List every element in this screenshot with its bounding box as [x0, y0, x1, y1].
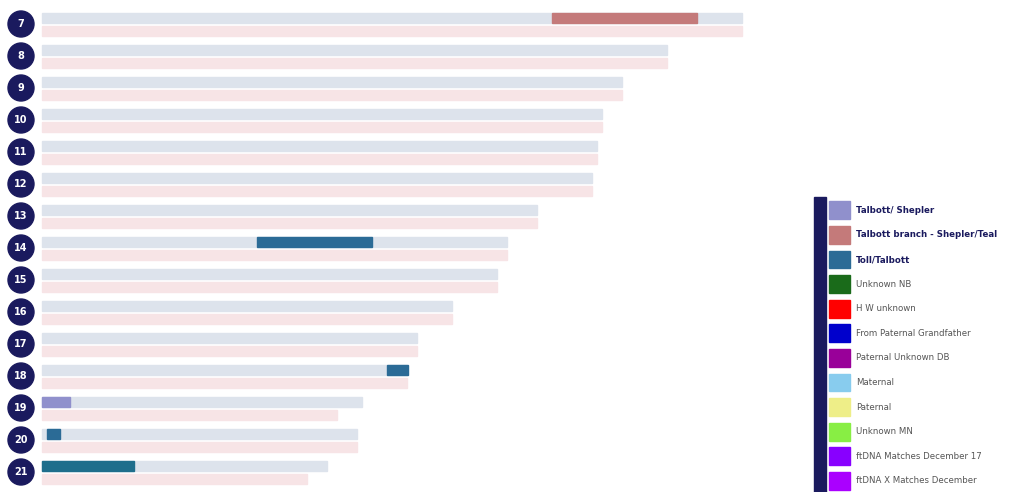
- Text: 13: 13: [14, 211, 28, 221]
- Bar: [42, 154, 597, 163]
- Bar: [828, 374, 850, 392]
- Bar: [828, 276, 850, 293]
- Bar: [42, 313, 452, 324]
- Text: 10: 10: [14, 115, 28, 125]
- Bar: [42, 217, 537, 227]
- Circle shape: [8, 331, 34, 357]
- Bar: [828, 251, 850, 269]
- Text: 17: 17: [14, 339, 28, 349]
- Bar: [42, 269, 497, 278]
- Bar: [42, 365, 407, 374]
- Bar: [552, 12, 697, 23]
- Text: 15: 15: [14, 275, 28, 285]
- Circle shape: [8, 107, 34, 133]
- Circle shape: [8, 459, 34, 485]
- Circle shape: [8, 139, 34, 165]
- Bar: [42, 461, 134, 470]
- Bar: [47, 429, 60, 438]
- Text: 21: 21: [14, 467, 28, 477]
- Text: 12: 12: [14, 179, 28, 189]
- Bar: [828, 349, 850, 367]
- Circle shape: [8, 363, 34, 389]
- Bar: [42, 141, 597, 151]
- Text: ftDNA X Matches December: ftDNA X Matches December: [856, 476, 977, 486]
- Text: 19: 19: [14, 403, 28, 413]
- Bar: [42, 109, 602, 119]
- Circle shape: [8, 75, 34, 101]
- Circle shape: [8, 395, 34, 421]
- Bar: [42, 441, 357, 452]
- Bar: [42, 397, 362, 406]
- Bar: [42, 281, 497, 291]
- Bar: [42, 249, 507, 259]
- Bar: [814, 197, 825, 492]
- Circle shape: [8, 267, 34, 293]
- Bar: [828, 226, 850, 244]
- Circle shape: [8, 11, 34, 37]
- Bar: [42, 26, 742, 35]
- Circle shape: [8, 171, 34, 197]
- Bar: [257, 237, 372, 246]
- Bar: [828, 448, 850, 465]
- Circle shape: [8, 427, 34, 453]
- Text: 7: 7: [17, 19, 25, 29]
- Circle shape: [8, 43, 34, 69]
- Text: Paternal Unknown DB: Paternal Unknown DB: [856, 353, 949, 363]
- Bar: [828, 399, 850, 416]
- Bar: [42, 345, 417, 356]
- Text: Maternal: Maternal: [856, 378, 894, 387]
- Circle shape: [8, 203, 34, 229]
- Bar: [42, 301, 452, 310]
- Bar: [828, 300, 850, 318]
- Bar: [42, 90, 622, 99]
- Text: Toll/Talbott: Toll/Talbott: [856, 255, 910, 264]
- Text: 16: 16: [14, 307, 28, 317]
- Bar: [42, 12, 742, 23]
- Text: Talbott branch - Shepler/Teal: Talbott branch - Shepler/Teal: [856, 230, 997, 240]
- Text: Unknown MN: Unknown MN: [856, 427, 913, 436]
- Bar: [828, 324, 850, 342]
- Text: 18: 18: [14, 371, 28, 381]
- Bar: [42, 377, 407, 388]
- Bar: [42, 44, 667, 55]
- Bar: [828, 423, 850, 441]
- Text: 8: 8: [17, 51, 25, 61]
- Text: ftDNA Matches December 17: ftDNA Matches December 17: [856, 452, 982, 461]
- Bar: [42, 205, 537, 215]
- Text: Talbott/ Shepler: Talbott/ Shepler: [856, 206, 934, 215]
- Bar: [828, 472, 850, 490]
- Bar: [42, 173, 592, 183]
- Text: H W unknown: H W unknown: [856, 304, 915, 313]
- Text: 11: 11: [14, 147, 28, 157]
- Bar: [42, 429, 357, 438]
- Text: Unknown NB: Unknown NB: [856, 279, 911, 289]
- Circle shape: [8, 235, 34, 261]
- Bar: [42, 237, 507, 246]
- Circle shape: [8, 299, 34, 325]
- Bar: [42, 333, 417, 342]
- Bar: [42, 473, 307, 484]
- Bar: [42, 397, 70, 406]
- Bar: [42, 461, 327, 470]
- Bar: [42, 409, 337, 420]
- Text: Paternal: Paternal: [856, 402, 891, 412]
- Bar: [42, 185, 592, 195]
- Bar: [42, 58, 667, 67]
- Bar: [387, 365, 408, 374]
- Text: 20: 20: [14, 435, 28, 445]
- Text: From Paternal Grandfather: From Paternal Grandfather: [856, 329, 971, 338]
- Text: 9: 9: [17, 83, 25, 93]
- Bar: [42, 76, 622, 87]
- Bar: [42, 122, 602, 131]
- Text: 14: 14: [14, 243, 28, 253]
- Bar: [828, 202, 850, 219]
